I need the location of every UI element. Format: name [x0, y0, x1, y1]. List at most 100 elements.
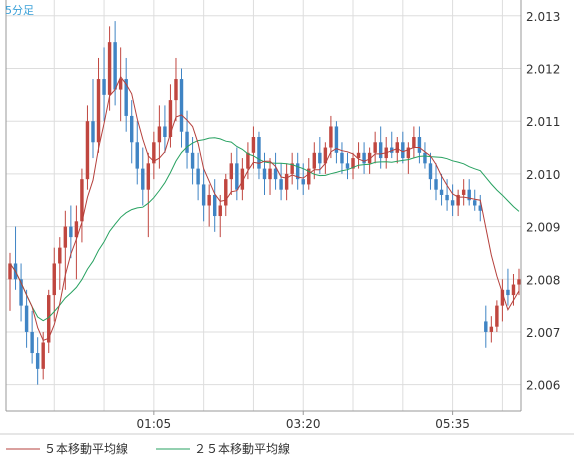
candle-body	[19, 279, 23, 306]
candle-body	[41, 342, 45, 369]
candle-body	[439, 189, 444, 195]
candle-body	[500, 289, 505, 306]
candle-body	[163, 126, 167, 137]
candle-body	[367, 152, 372, 164]
candle-body	[130, 115, 134, 143]
candle-body	[473, 200, 477, 206]
x-axis: 01:05 03:20 05:35	[137, 411, 470, 431]
candle-body	[273, 168, 278, 180]
candle-body	[240, 168, 245, 190]
candle-body	[118, 79, 123, 90]
candle-body	[295, 163, 300, 180]
candle-body	[69, 226, 73, 238]
candle-body	[262, 168, 267, 180]
candle-body	[168, 100, 173, 137]
candle-body	[461, 189, 466, 195]
candle-body	[107, 42, 112, 95]
candle-body	[323, 147, 328, 164]
candle-body	[196, 168, 200, 185]
candle-body	[185, 131, 189, 153]
candle-body	[362, 152, 366, 164]
candle-body	[390, 147, 394, 153]
candle-body	[102, 79, 106, 95]
candle-body	[456, 194, 460, 206]
ma5-line	[9, 75, 520, 342]
candle-body	[423, 152, 427, 164]
candle-body	[91, 121, 95, 143]
candle-body	[417, 137, 422, 153]
candle-body	[58, 247, 62, 264]
candle-body	[113, 42, 117, 90]
candle-body	[395, 142, 399, 153]
ma25-line	[9, 137, 520, 322]
candle-body	[218, 205, 222, 217]
candle-body	[47, 295, 51, 343]
candle-body	[301, 179, 305, 185]
period-label: 5分足	[5, 4, 34, 17]
candle-body	[141, 168, 145, 190]
candle-body	[434, 179, 438, 190]
candle-body	[80, 179, 84, 222]
candle-body	[340, 152, 344, 164]
candle-body	[290, 163, 294, 174]
y-tick-label: 2.009	[526, 221, 560, 235]
x-tick-label: 05:35	[435, 417, 470, 431]
candle-body	[511, 284, 516, 296]
candle-body	[428, 163, 433, 180]
candle-body	[279, 179, 283, 190]
candle-body	[8, 263, 12, 280]
candle-body	[152, 142, 156, 164]
candle-body	[478, 205, 482, 211]
x-tick-label: 01:05	[137, 417, 172, 431]
candles	[8, 21, 521, 385]
candle-body	[329, 126, 333, 148]
candle-body	[307, 168, 311, 185]
candle-body	[190, 152, 195, 169]
candle-body	[63, 226, 68, 248]
y-tick-label: 2.008	[526, 273, 560, 287]
candle-body	[135, 142, 139, 169]
y-axis: 2.013 2.012 2.011 2.010 2.009 2.008 2.007 2.006	[526, 10, 560, 393]
candle-body	[24, 305, 29, 332]
candle-body	[412, 137, 416, 148]
candle-body	[74, 221, 79, 238]
candle-body	[334, 126, 339, 153]
candle-body	[450, 200, 455, 206]
candle-body	[212, 194, 217, 217]
candle-body	[517, 279, 521, 285]
candle-body	[489, 326, 494, 332]
legend-ma25-label: ２５本移動平均線	[194, 441, 290, 456]
candle-body	[257, 137, 261, 169]
candle-body	[229, 163, 234, 180]
y-tick-label: 2.013	[526, 10, 560, 24]
legend: ５本移動平均線 ２５本移動平均線	[6, 441, 290, 456]
candle-body	[345, 163, 350, 169]
candle-body	[52, 263, 56, 296]
candle-body	[495, 305, 499, 327]
candle-body	[312, 152, 317, 169]
grid	[6, 0, 521, 411]
candle-body	[30, 331, 34, 354]
candle-body	[484, 321, 488, 332]
candle-body	[174, 79, 178, 101]
y-tick-label: 2.006	[526, 379, 560, 393]
y-tick-label: 2.007	[526, 326, 560, 340]
candle-body	[406, 147, 411, 159]
candle-body	[318, 152, 322, 164]
candle-body	[445, 194, 449, 201]
y-tick-label: 2.010	[526, 168, 560, 182]
candle-body	[224, 179, 228, 206]
candle-body	[207, 194, 211, 206]
candle-body	[373, 142, 377, 153]
candle-body	[146, 163, 151, 190]
candle-body	[96, 79, 101, 143]
candle-body	[35, 353, 40, 369]
candle-body	[467, 189, 471, 201]
legend-ma5-label: ５本移動平均線	[44, 441, 128, 456]
candle-body	[235, 163, 239, 190]
candle-body	[401, 142, 405, 159]
candle-body	[284, 173, 289, 190]
